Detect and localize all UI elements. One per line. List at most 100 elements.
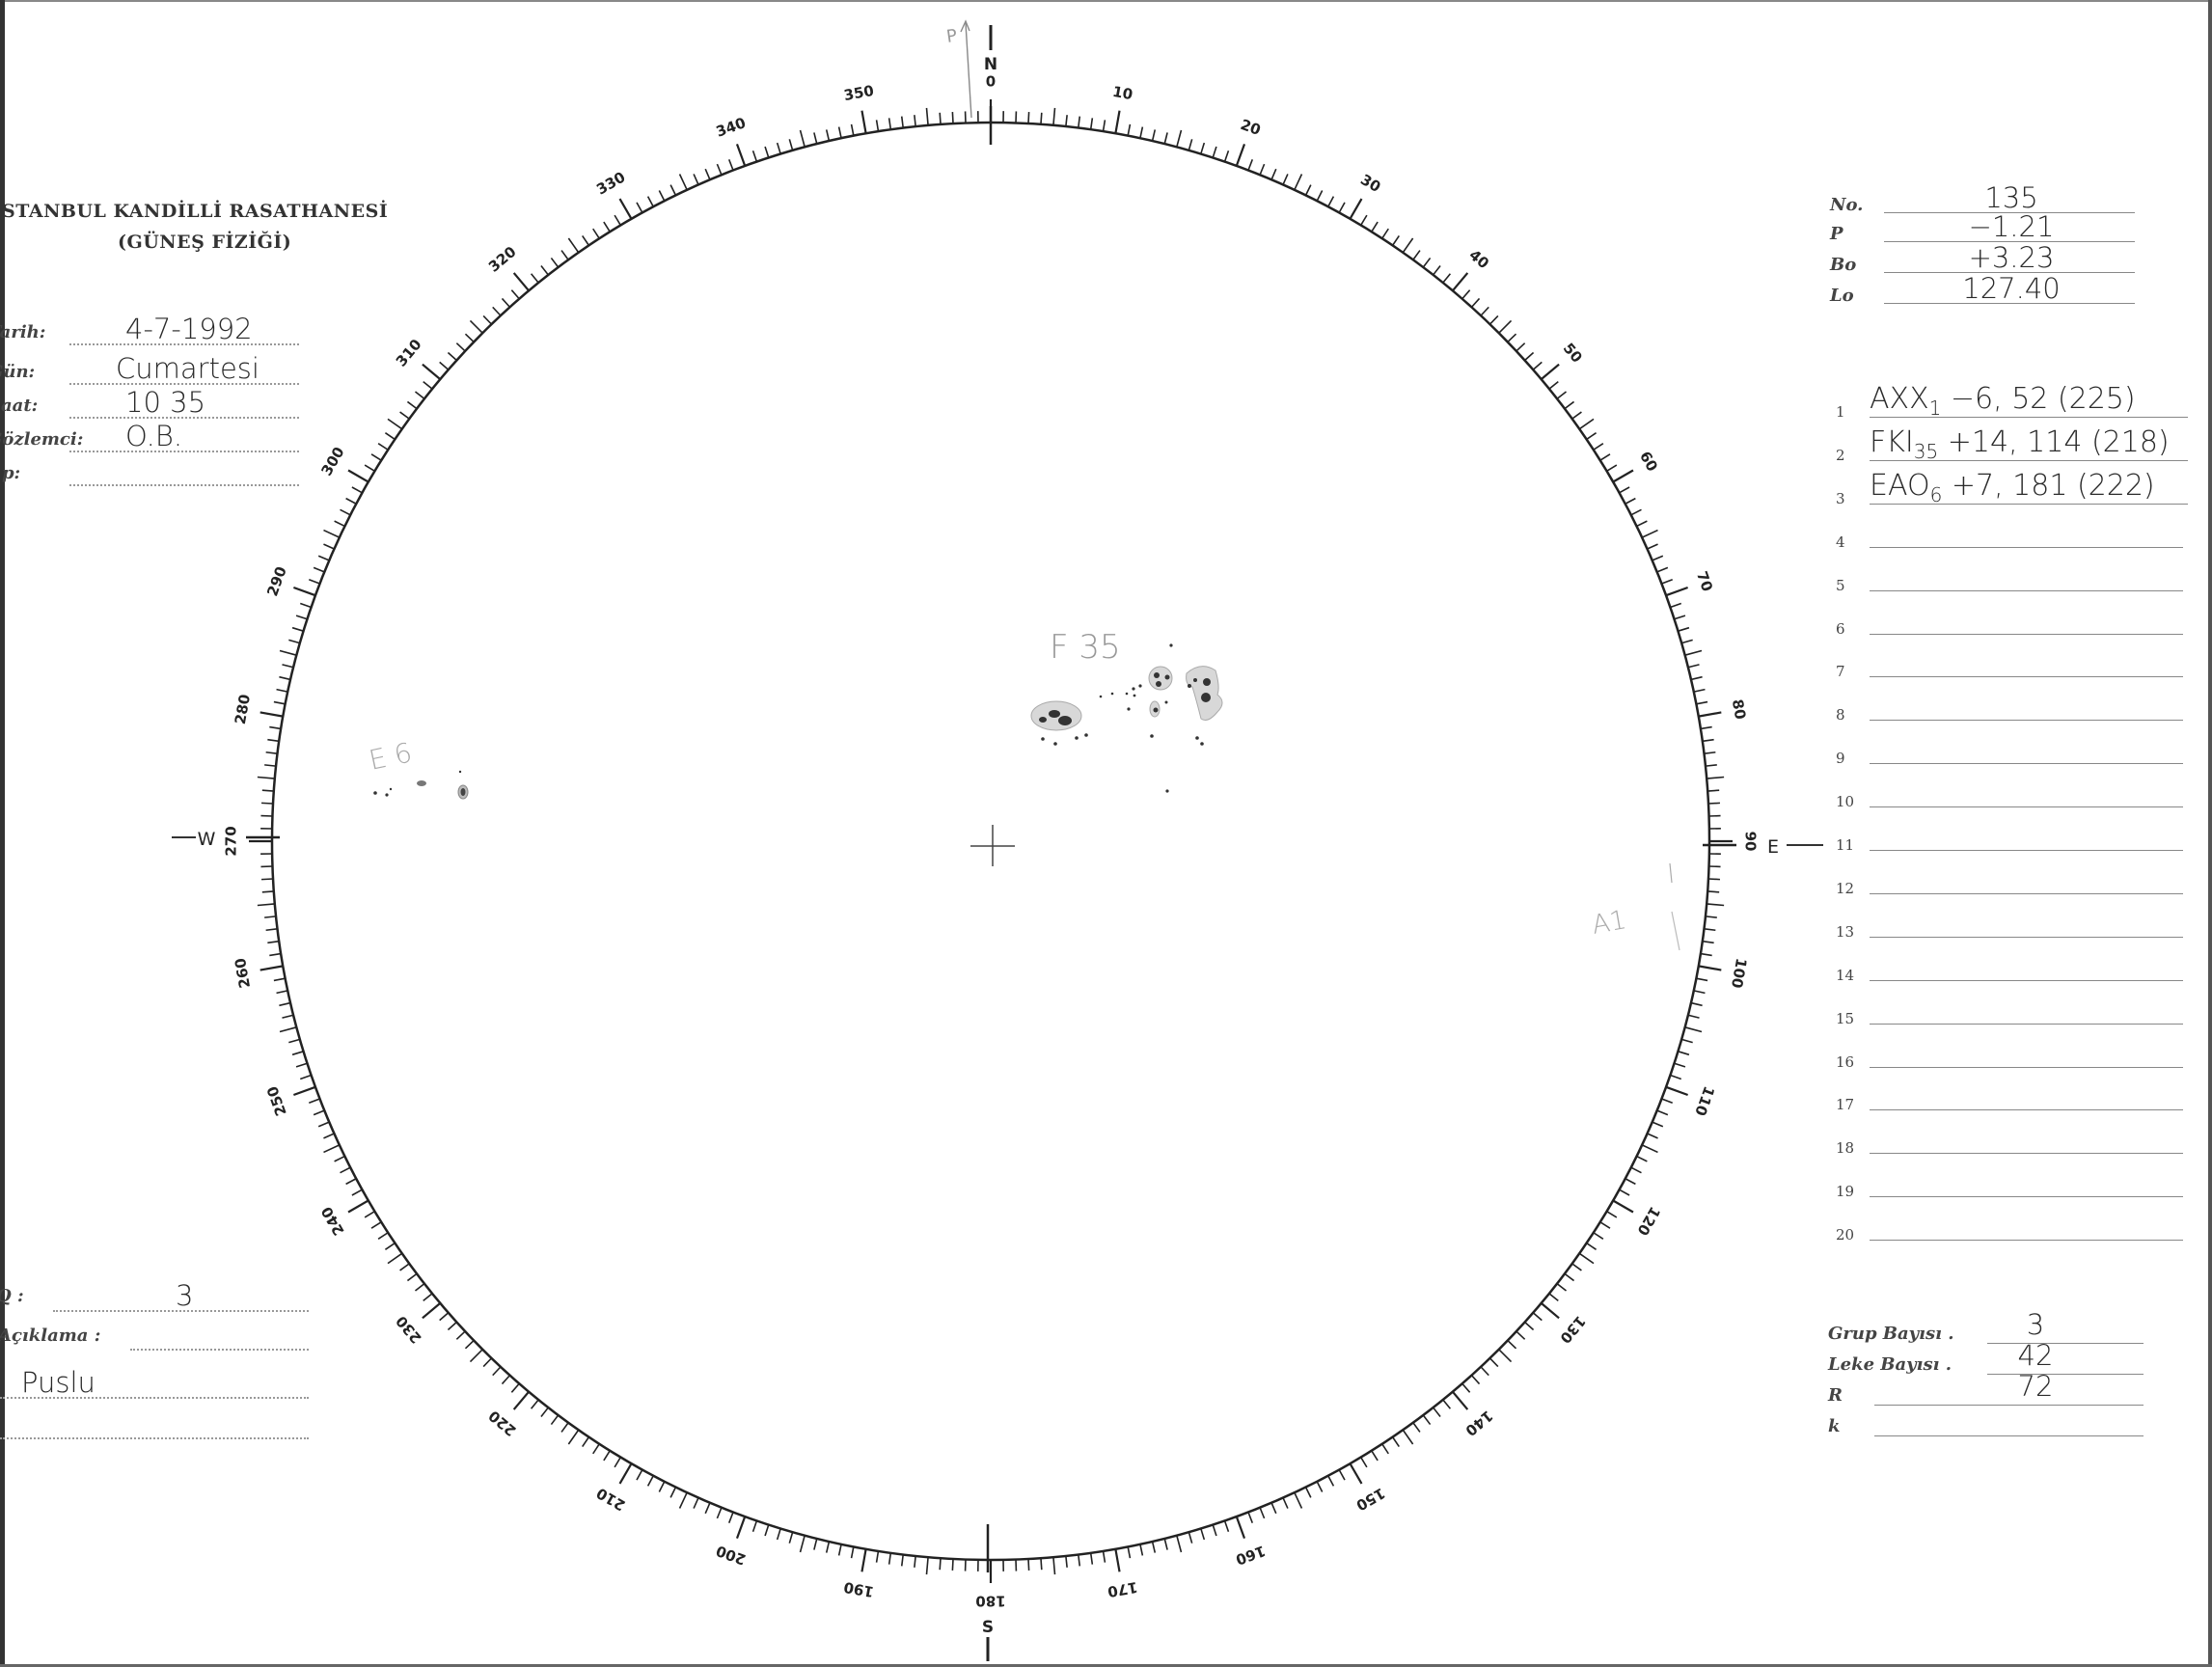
degree-tick [1693,688,1706,693]
degree-tick [334,1155,345,1162]
degree-tick [1480,1366,1489,1377]
field-line [69,383,299,385]
degree-tick [888,1552,892,1565]
degree-tick [1316,190,1324,202]
ephemeris-value[interactable]: 127.40 [1962,272,2061,305]
degree-tick [1452,272,1469,292]
degree-tick [1442,1399,1452,1409]
degree-tick [658,1481,666,1492]
center-crosshair [970,825,1015,866]
degree-tick [1684,649,1703,656]
degree-tick [1270,1502,1277,1515]
degree-label: 130 [1556,1312,1589,1347]
degree-tick [669,184,677,196]
degree-tick [1422,1414,1432,1426]
degree-tick [1684,1026,1703,1033]
degree-label: 290 [263,564,290,599]
degree-tick [1656,1109,1669,1116]
degree-tick [1698,711,1722,718]
degree-tick [345,1178,357,1186]
degree-tick [267,738,280,743]
degree-tick [1402,1429,1414,1445]
degree-tick [550,257,560,268]
remark-label: Açıklama : [0,1325,101,1346]
degree-tick [1247,1512,1254,1524]
degree-tick [364,464,375,472]
degree-tick [370,453,382,461]
degree-tick [1652,555,1664,561]
degree-tick [1690,675,1703,681]
group-number: 20 [1836,1226,1855,1244]
degree-tick [447,1321,457,1331]
degree-tick [1564,1272,1575,1282]
pole-label: P [945,26,959,47]
degree-tick [347,469,369,483]
degree-tick [1114,110,1121,134]
degree-tick [1674,615,1686,620]
ephemeris-value[interactable]: −1.21 [1968,210,2055,243]
group-number: 18 [1836,1139,1855,1158]
degree-label: 100 [1728,957,1750,990]
degree-tick [567,1429,580,1445]
field-value[interactable]: 10 35 [125,386,206,419]
degree-tick [1540,363,1560,380]
group-entry[interactable]: EAO6 +7, 181 (222) [1870,469,2155,506]
degree-tick [1548,380,1559,390]
umbra [1188,684,1191,688]
umbra [1154,672,1160,678]
degree-tick [1360,214,1368,226]
total-value[interactable]: 72 [2017,1370,2054,1403]
degree-tick [291,626,304,632]
degree-tick [414,391,425,399]
group-entry[interactable]: AXX1 −6, 52 (225) [1870,382,2136,420]
total-value[interactable]: 3 [2026,1308,2045,1341]
degree-tick [406,1272,418,1282]
degree-tick [299,1074,312,1080]
field-value[interactable]: 4-7-1992 [125,313,253,345]
degree-tick [1461,289,1471,300]
degree-tick [1674,1062,1686,1068]
group-line [1870,1066,2183,1068]
north-label: N [984,55,997,74]
degree-tick [439,1312,450,1322]
degree-tick [387,1252,403,1265]
group-entry[interactable]: FKI35 +14, 114 (218) [1870,425,2170,463]
degree-label: 160 [1234,1542,1269,1569]
ephemeris-value[interactable]: 135 [1984,181,2038,214]
degree-label: 350 [842,82,875,104]
field-label: Gün: [0,362,36,382]
degree-label: 280 [232,693,254,725]
degree-tick [492,306,502,316]
field-value[interactable]: O.B. [125,420,183,452]
degree-tick [1704,927,1716,932]
pores [1041,643,1204,793]
total-label: Leke Bayısı . [1828,1354,1952,1375]
degree-tick [464,333,475,343]
degree-tick [1687,664,1700,669]
degree-tick [257,903,275,907]
degree-tick [1612,1199,1634,1214]
degree-tick [582,234,590,246]
degree-tick [1696,700,1708,705]
group-line [1870,417,2188,418]
degree-tick [900,1554,905,1567]
degree-tick [1696,977,1708,982]
degree-label: 300 [317,444,347,478]
degree-tick [317,555,330,561]
field-value[interactable]: Cumartesi [116,352,259,385]
group-line [1870,936,2183,938]
degree-tick [1700,952,1712,957]
degree-tick [560,1422,569,1433]
degree-tick [1212,146,1217,158]
group-class: AXX [1870,382,1929,416]
group-label-f: F 35 [1050,628,1121,667]
degree-tick [422,1302,442,1320]
degree-label: 120 [1633,1204,1663,1239]
degree-tick [636,202,643,213]
pole-arrow [960,19,972,119]
degree-tick [1412,250,1421,260]
total-value[interactable]: 42 [2017,1339,2054,1372]
degree-tick [276,688,288,693]
degree-tick [267,940,280,944]
ephemeris-value[interactable]: +3.23 [1968,241,2055,274]
